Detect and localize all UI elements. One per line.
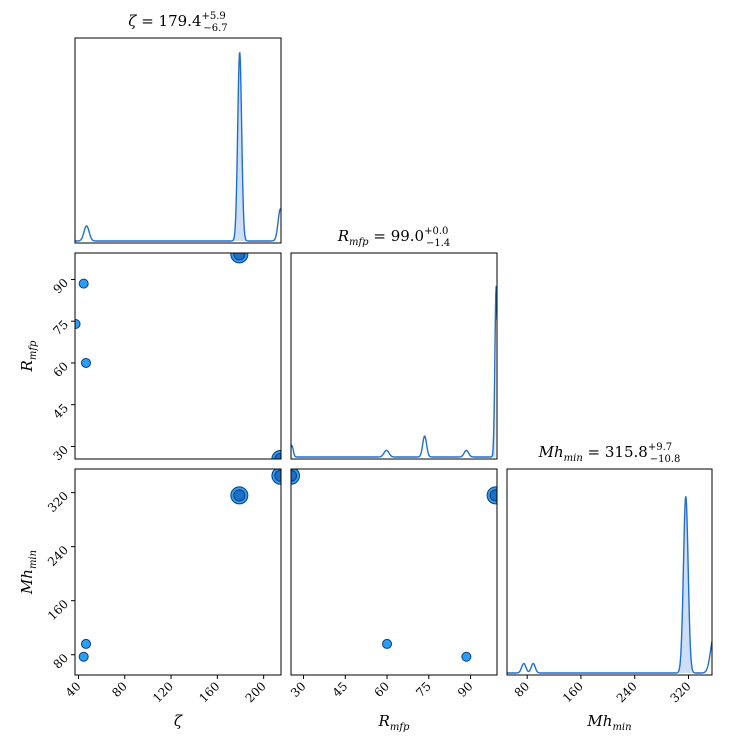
- y-tick-label-mhmin: 80: [50, 651, 71, 672]
- sample-point: [461, 651, 472, 662]
- x-tick-label-zeta: 120: [150, 679, 176, 705]
- marginal-rmfp: [291, 285, 497, 458]
- y-tick-label-mhmin: 160: [45, 597, 71, 623]
- y-tick-label-mhmin: 320: [45, 489, 71, 515]
- x-tick-label-rmfp: 30: [288, 679, 309, 700]
- kde-line-rmfp: [291, 285, 497, 458]
- sample-point: [291, 469, 297, 482]
- sample-point: [274, 469, 281, 482]
- panel-frame-2-2: [506, 468, 713, 676]
- y-tick-label-rmfp: 45: [50, 401, 71, 422]
- x-tick-label-rmfp: 90: [455, 679, 476, 700]
- credible-interval-fill-zeta: [232, 52, 247, 241]
- sample-point: [233, 253, 246, 261]
- title-mhmin: Mhmin = 315.8+9.7 −10.8: [538, 442, 681, 465]
- scatter-rmfp-vs-zeta: [75, 253, 281, 459]
- x-tick-label-mhmin: 320: [668, 679, 694, 705]
- panel-frame-0-0: [74, 37, 282, 244]
- y-tick-label-rmfp: 60: [50, 359, 71, 380]
- x-tick-label-mhmin: 160: [560, 679, 586, 705]
- panel-frame-2-0: [74, 468, 282, 676]
- y-tick-label-rmfp: 75: [50, 317, 71, 338]
- title-zeta: ζ = 179.4+5.9 −6.7: [128, 11, 227, 34]
- x-tick-label-rmfp: 75: [413, 679, 434, 700]
- sample-point: [78, 651, 89, 662]
- scatter-mhmin-vs-zeta: [78, 469, 281, 662]
- marginal-zeta: [75, 52, 281, 242]
- sample-point: [274, 453, 281, 459]
- sample-point: [489, 489, 497, 502]
- y-axis-label-rmfp: Rmfp: [18, 340, 39, 372]
- sample-point: [75, 318, 81, 329]
- kde-line-mhmin: [507, 496, 712, 674]
- panel-frame-1-0: [74, 252, 282, 460]
- sample-point: [78, 278, 89, 289]
- x-tick-label-zeta: 80: [109, 679, 130, 700]
- y-tick-label-mhmin: 240: [45, 543, 71, 569]
- x-axis-label-zeta: ζ: [174, 712, 183, 730]
- y-tick-label-rmfp: 30: [50, 443, 71, 464]
- y-tick-label-rmfp: 90: [50, 276, 71, 297]
- scatter-mhmin-vs-rmfp: [291, 469, 497, 662]
- x-tick-label-mhmin: 80: [512, 679, 533, 700]
- x-tick-label-zeta: 200: [243, 679, 269, 705]
- x-tick-label-zeta: 160: [196, 679, 222, 705]
- x-tick-label-mhmin: 240: [614, 679, 640, 705]
- x-axis-label-mhmin: Mhmin: [586, 712, 631, 733]
- panel-frame-1-1: [290, 252, 498, 460]
- title-rmfp: Rmfp = 99.0+0.0 −1.4: [337, 226, 451, 249]
- sample-point: [80, 638, 91, 649]
- sample-point: [382, 638, 393, 649]
- kde-line-zeta: [75, 52, 281, 242]
- sample-point: [233, 489, 246, 502]
- x-tick-label-rmfp: 45: [330, 679, 351, 700]
- panel-frame-2-1: [290, 468, 498, 676]
- y-axis-label-mhmin: Mhmin: [18, 550, 39, 595]
- x-tick-label-zeta: 40: [63, 679, 84, 700]
- x-tick-label-rmfp: 60: [371, 679, 392, 700]
- marginal-mhmin: [507, 496, 712, 674]
- x-axis-label-rmfp: Rmfp: [378, 712, 410, 733]
- sample-point: [80, 357, 91, 368]
